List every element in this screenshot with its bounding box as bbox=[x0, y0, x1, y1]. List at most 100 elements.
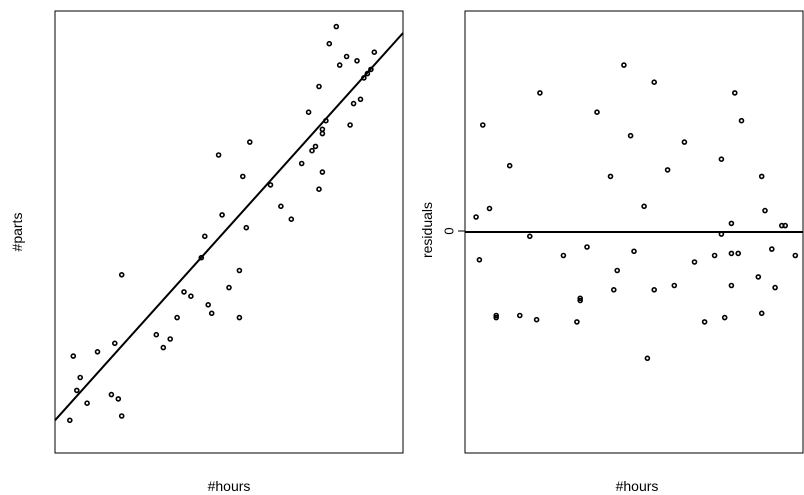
data-point bbox=[333, 23, 340, 30]
data-point bbox=[627, 132, 634, 139]
data-point bbox=[577, 295, 584, 302]
data-point bbox=[288, 216, 295, 222]
data-point bbox=[738, 117, 745, 124]
points-left bbox=[67, 23, 378, 424]
data-point bbox=[526, 233, 533, 240]
points-right bbox=[473, 62, 799, 362]
data-point bbox=[768, 246, 775, 252]
data-point bbox=[610, 286, 617, 293]
data-point bbox=[247, 139, 253, 145]
data-point bbox=[728, 220, 735, 227]
data-point bbox=[792, 252, 799, 259]
data-point bbox=[319, 126, 326, 133]
data-point bbox=[357, 96, 364, 103]
data-point bbox=[243, 224, 250, 231]
data-point bbox=[67, 417, 73, 424]
data-point bbox=[772, 284, 778, 291]
data-point bbox=[476, 256, 483, 263]
data-point bbox=[782, 222, 789, 229]
data-point bbox=[584, 244, 590, 250]
data-point bbox=[198, 254, 205, 261]
data-point bbox=[347, 122, 353, 128]
data-point bbox=[94, 348, 101, 355]
data-point bbox=[202, 233, 208, 240]
data-point bbox=[671, 282, 678, 289]
data-point bbox=[278, 203, 284, 210]
data-point bbox=[614, 267, 621, 274]
data-point bbox=[621, 62, 627, 68]
data-point bbox=[181, 289, 187, 295]
data-point bbox=[336, 62, 343, 68]
data-point bbox=[560, 252, 567, 259]
data-point bbox=[316, 83, 322, 90]
regression-line bbox=[54, 32, 404, 421]
data-point bbox=[226, 284, 232, 291]
data-point bbox=[718, 231, 725, 237]
data-point bbox=[77, 374, 83, 381]
data-point bbox=[758, 310, 765, 317]
data-point bbox=[728, 282, 735, 289]
data-point bbox=[236, 267, 243, 274]
data-point bbox=[267, 182, 274, 188]
data-point bbox=[701, 319, 708, 325]
data-point bbox=[516, 312, 523, 319]
data-point bbox=[368, 66, 374, 73]
data-point bbox=[298, 160, 305, 167]
data-point bbox=[718, 156, 725, 162]
data-point bbox=[361, 75, 367, 81]
y-axis-label-left: #parts bbox=[9, 213, 25, 252]
data-point bbox=[486, 205, 493, 212]
data-point bbox=[762, 207, 768, 214]
data-point bbox=[755, 274, 762, 280]
data-point bbox=[174, 314, 180, 321]
y-tick-label-zero: 0 bbox=[441, 227, 456, 234]
data-point bbox=[364, 70, 371, 77]
data-point bbox=[343, 53, 350, 60]
data-point bbox=[711, 252, 718, 259]
data-point bbox=[574, 319, 580, 325]
data-point bbox=[493, 314, 500, 321]
plot-frame-left bbox=[54, 10, 404, 454]
data-point bbox=[309, 147, 315, 154]
data-point bbox=[537, 90, 543, 96]
data-point bbox=[153, 331, 160, 338]
data-point bbox=[84, 400, 90, 407]
data-point bbox=[215, 152, 222, 158]
data-point bbox=[319, 130, 326, 137]
data-point bbox=[651, 79, 658, 85]
fit-scatter-plot: #hours #parts bbox=[9, 10, 404, 494]
data-point bbox=[112, 340, 118, 347]
data-point bbox=[118, 271, 125, 278]
x-axis-label-right: #hours bbox=[616, 478, 659, 494]
data-point bbox=[721, 314, 728, 321]
data-point bbox=[74, 387, 80, 394]
data-point bbox=[70, 353, 77, 359]
data-point bbox=[594, 109, 600, 115]
data-point bbox=[691, 259, 698, 265]
data-point bbox=[115, 396, 122, 402]
data-point bbox=[651, 286, 658, 293]
data-point bbox=[577, 297, 584, 304]
data-point bbox=[188, 293, 194, 300]
data-point bbox=[167, 336, 173, 342]
data-point bbox=[371, 49, 378, 56]
data-point bbox=[240, 173, 246, 180]
data-point bbox=[323, 117, 329, 124]
data-point bbox=[108, 391, 115, 398]
data-point bbox=[479, 122, 486, 128]
data-point bbox=[219, 212, 225, 218]
data-point bbox=[236, 314, 243, 321]
data-point bbox=[493, 312, 500, 319]
data-point bbox=[473, 214, 479, 220]
data-point bbox=[681, 139, 688, 145]
y-axis-label-right: residuals bbox=[419, 202, 435, 258]
data-point bbox=[160, 344, 167, 351]
data-point bbox=[607, 173, 614, 180]
data-point bbox=[305, 109, 312, 115]
data-point bbox=[644, 355, 651, 362]
data-point bbox=[506, 162, 513, 169]
data-point bbox=[735, 250, 742, 257]
data-point bbox=[354, 57, 360, 64]
data-point bbox=[312, 143, 319, 150]
